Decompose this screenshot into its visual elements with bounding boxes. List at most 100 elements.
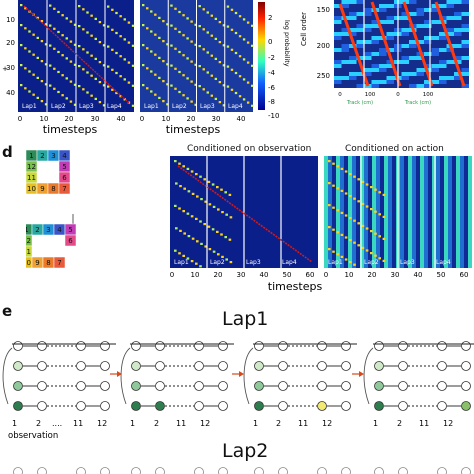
action-stripe xyxy=(364,156,368,268)
diag-mark xyxy=(146,27,149,30)
diag-mark xyxy=(82,88,85,91)
cell-order-cell xyxy=(379,72,387,76)
diag-mark xyxy=(186,77,189,80)
diag-mark xyxy=(102,104,106,107)
diag-mark xyxy=(221,211,224,214)
network-node xyxy=(76,341,86,351)
diag-mark xyxy=(246,41,250,44)
diag-mark xyxy=(195,173,198,176)
cell-order-cell xyxy=(454,72,462,76)
cell-order-cell xyxy=(461,72,469,76)
action-stripe xyxy=(344,156,348,268)
diag-mark xyxy=(154,33,157,36)
diag-mark xyxy=(370,230,373,233)
diag-mark xyxy=(24,7,27,10)
recurrent-arc xyxy=(363,347,374,405)
diag-mark xyxy=(53,67,56,70)
cell-order-cell xyxy=(416,24,424,28)
cell-order-cell xyxy=(341,52,349,56)
diag-mark xyxy=(182,54,185,57)
svg-text:10: 10 xyxy=(345,271,354,279)
diag-mark xyxy=(119,55,122,58)
diag-mark xyxy=(238,15,242,18)
action-stripe xyxy=(468,156,472,268)
diag-mark xyxy=(178,70,181,74)
cell-order-cell xyxy=(341,4,349,8)
cell-order-cell xyxy=(334,36,342,40)
cell-order-cell xyxy=(341,44,349,48)
cell-order-cell xyxy=(439,68,447,72)
cell-order-cell xyxy=(424,44,432,48)
cell-order-cell xyxy=(446,56,454,60)
diag-mark xyxy=(378,257,381,260)
top-x-ticks: 0 10 20 30 40 0 10 20 30 40 xyxy=(18,115,246,123)
diag-mark xyxy=(194,63,197,66)
diag-mark xyxy=(90,94,93,97)
cell-order-cell xyxy=(424,40,432,44)
cell-order-cell xyxy=(439,48,447,52)
diag-mark xyxy=(222,104,226,107)
action-stripe xyxy=(352,156,356,268)
grid-cell-label: 9 xyxy=(35,259,39,267)
diag-mark xyxy=(382,193,386,196)
diag-mark xyxy=(250,24,254,27)
diag-mark xyxy=(218,81,222,84)
diag-mark xyxy=(24,67,27,70)
cell-order-cell xyxy=(356,68,364,72)
cell-order-cell xyxy=(364,68,372,72)
network-node xyxy=(194,381,204,391)
diag-mark xyxy=(36,56,39,59)
cell-order-cell xyxy=(416,28,424,32)
diag-mark xyxy=(378,235,381,238)
cell-order-cell xyxy=(349,76,357,80)
diag-mark xyxy=(146,87,149,90)
cell-order-cell xyxy=(334,40,342,44)
svg-text:0: 0 xyxy=(140,115,144,123)
diag-mark xyxy=(340,255,344,258)
network-node xyxy=(341,341,351,351)
svg-text:0: 0 xyxy=(396,92,400,98)
cell-order-cell xyxy=(431,28,439,32)
svg-text:20: 20 xyxy=(368,271,377,279)
diag-mark xyxy=(98,41,102,44)
cell-order-cell xyxy=(371,64,379,68)
cell-order-cell xyxy=(409,64,417,68)
grid-cell-label: 4 xyxy=(62,152,67,160)
diag-mark xyxy=(61,14,64,17)
grid-cell-label: 3 xyxy=(51,152,55,160)
grid-cell-6 xyxy=(64,234,77,247)
cell-order-cell xyxy=(424,56,432,60)
network-node xyxy=(131,361,141,371)
network-node xyxy=(13,401,23,411)
cell-order-cell xyxy=(379,12,387,16)
svg-text:30: 30 xyxy=(391,271,400,279)
diag-mark xyxy=(212,250,216,253)
cell-order-cell xyxy=(461,28,469,32)
diag-mark xyxy=(218,21,222,24)
diag-mark xyxy=(69,80,73,83)
cell-order-cell xyxy=(446,36,454,40)
diag-mark xyxy=(119,35,122,38)
cell-order-cell xyxy=(371,44,379,48)
diag-mark xyxy=(182,74,185,77)
title-lap1: Lap1 xyxy=(222,308,269,330)
cell-order-cell xyxy=(409,68,417,72)
cell-order-cell xyxy=(454,24,462,28)
network-node xyxy=(218,381,228,391)
cell-order-cell xyxy=(379,64,387,68)
diag-mark xyxy=(162,40,165,43)
cell-order-cell xyxy=(341,56,349,60)
diag-mark xyxy=(199,175,202,178)
diag-mark xyxy=(94,97,97,100)
colorbar-ticks: 2 0 -2 -4 -6 -8 -10 xyxy=(268,14,279,120)
diag-mark xyxy=(190,260,194,263)
cell-order-cell xyxy=(424,84,432,88)
cell-order-cell xyxy=(409,60,417,64)
action-stripe xyxy=(428,156,432,268)
cell-order-cell xyxy=(356,24,364,28)
cell-order-cell xyxy=(454,56,462,60)
cell-order-cell xyxy=(424,0,432,4)
network-node xyxy=(278,401,288,411)
diag-mark xyxy=(202,48,205,51)
cell-order-cell xyxy=(439,76,447,80)
